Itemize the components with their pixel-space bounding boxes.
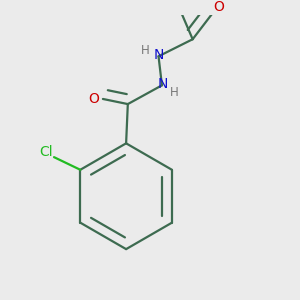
Text: Cl: Cl (39, 145, 53, 159)
Text: N: N (154, 48, 164, 62)
Text: O: O (88, 92, 99, 106)
Text: H: H (141, 44, 150, 57)
Text: H: H (169, 86, 178, 99)
Text: N: N (158, 76, 168, 91)
Text: O: O (214, 0, 224, 14)
